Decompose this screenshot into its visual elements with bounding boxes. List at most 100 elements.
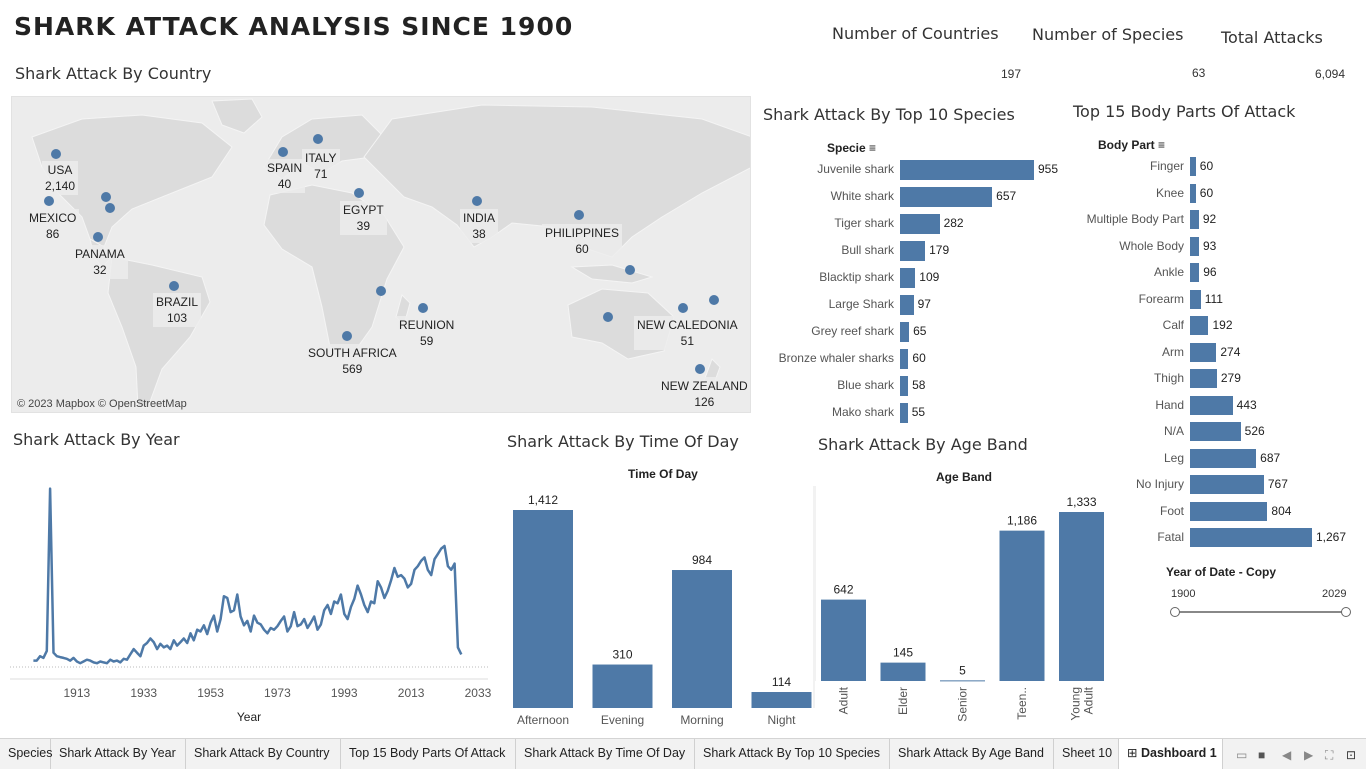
marker-south-africa (342, 331, 352, 341)
body-label: N/A (1163, 424, 1184, 438)
filmstrip-icon[interactable]: ▭ (1236, 748, 1248, 762)
age-bar[interactable] (940, 680, 985, 682)
body-bar[interactable] (1190, 475, 1264, 494)
map-label-value: 126 (694, 395, 715, 409)
tod-bar-chart[interactable]: 1,412 Afternoon 310 Evening 984 Morning 114 Nig… (500, 480, 815, 735)
age-bar[interactable] (821, 599, 866, 681)
body-bar[interactable] (1190, 342, 1217, 362)
body-header[interactable]: Body Part ≡ (1098, 138, 1166, 152)
next-sheet-icon[interactable]: ▶ (1304, 748, 1314, 762)
tod-bar[interactable] (751, 692, 812, 708)
map-label-value: 569 (342, 362, 363, 376)
species-bar[interactable] (900, 322, 910, 342)
map-label-name: SOUTH AFRICA (308, 346, 397, 360)
body-bar[interactable] (1190, 448, 1257, 468)
tab-sheet10[interactable]: Sheet 10 (1054, 739, 1119, 769)
age-value: 5 (959, 663, 966, 677)
body-bar[interactable] (1190, 183, 1196, 203)
age-bar[interactable] (880, 662, 926, 681)
body-bar[interactable] (1190, 210, 1199, 229)
tab-age-band[interactable]: Shark Attack By Age Band (890, 739, 1054, 769)
body-value: 192 (1212, 318, 1233, 332)
tod-category: Evening (601, 713, 644, 727)
present-icon[interactable]: ⊡ (1346, 748, 1357, 762)
body-bar[interactable] (1190, 157, 1196, 176)
tab-time-of-day[interactable]: Shark Attack By Time Of Day (516, 739, 695, 769)
sort-icon[interactable]: ≡ (869, 141, 877, 155)
body-bar[interactable] (1190, 422, 1241, 441)
species-bar[interactable] (900, 268, 916, 288)
grid-view-icon[interactable]: ■ (1258, 748, 1266, 762)
tod-bar[interactable] (592, 664, 653, 708)
marker-fiji (709, 295, 719, 305)
species-bar[interactable] (900, 376, 909, 396)
body-bar[interactable] (1190, 528, 1312, 547)
species-bar[interactable] (900, 295, 914, 315)
tab-by-country[interactable]: Shark Attack By Country (186, 739, 341, 769)
body-bar[interactable] (1190, 263, 1200, 282)
species-value: 109 (919, 270, 940, 284)
country-map[interactable]: USA 2,140 MEXICO 86 PANAMA 32 BRAZIL 103 SPAIN 40… (11, 96, 751, 413)
body-bar[interactable] (1190, 236, 1199, 256)
body-label: Forearm (1138, 291, 1184, 306)
map-label-new-zealand: NEW ZEALAND 126 (658, 377, 750, 411)
marker-philippines (574, 210, 584, 220)
species-label: Bronze whaler sharks (778, 351, 894, 365)
map-attribution[interactable]: © 2023 Mapbox © OpenStreetMap (17, 398, 187, 410)
year-slider-track[interactable] (1175, 611, 1347, 613)
age-bar-chart[interactable]: 642 Adult 145 Elder 5 Senior 1,186 Teen.. 1,333 Y… (815, 480, 1115, 738)
kpi-species-value: 63 (1192, 66, 1206, 80)
body-label: Finger (1149, 159, 1184, 173)
body-bar[interactable] (1190, 316, 1209, 335)
map-label-value: 60 (575, 242, 589, 256)
sort-icon[interactable]: ≡ (1158, 138, 1166, 152)
map-label-brazil: BRAZIL 103 (153, 293, 202, 327)
age-bar[interactable] (1059, 512, 1104, 681)
marker-spain (278, 147, 288, 157)
tab-top-species[interactable]: Shark Attack By Top 10 Species (695, 739, 890, 769)
species-bar[interactable] (900, 187, 993, 207)
map-label-italy: ITALY 71 (302, 149, 340, 183)
year-line-chart[interactable]: 1913 1933 1953 1973 1993 2013 2033 Year (0, 455, 495, 730)
map-label-name: MEXICO (29, 211, 77, 225)
body-value: 767 (1267, 477, 1288, 491)
marker-cuba (105, 203, 115, 213)
tod-bar[interactable] (672, 570, 732, 708)
marker-australia (603, 312, 613, 322)
age-bar[interactable] (999, 530, 1045, 681)
age-category-line: Adult (1082, 686, 1096, 714)
species-header[interactable]: Specie ≡ (827, 141, 877, 155)
fullscreen-icon[interactable]: ⛶ (1325, 748, 1334, 762)
tab-body-parts[interactable]: Top 15 Body Parts Of Attack (341, 739, 516, 769)
map-label-philippines: PHILIPPINES 60 (542, 224, 623, 258)
age-category: Teen.. (1015, 687, 1029, 720)
year-slider-max-handle[interactable] (1341, 607, 1351, 617)
species-bar[interactable] (900, 349, 909, 369)
tod-bar[interactable] (513, 510, 573, 708)
body-label: Thigh (1153, 371, 1184, 385)
body-bar[interactable] (1190, 289, 1201, 309)
filter-max: 2029 (1322, 588, 1347, 600)
species-bar[interactable] (900, 160, 1034, 180)
age-value: 642 (833, 583, 853, 597)
body-label: Multiple Body Part (1086, 212, 1184, 226)
tab-species[interactable]: Species (0, 739, 52, 769)
body-label: Whole Body (1119, 238, 1184, 253)
map-label-name: NEW ZEALAND (661, 379, 748, 393)
species-bar[interactable] (900, 403, 908, 423)
prev-sheet-icon[interactable]: ◀ (1282, 748, 1292, 762)
year-tick-label: 1953 (197, 686, 224, 700)
body-bar[interactable] (1190, 395, 1233, 415)
year-line[interactable] (33, 487, 463, 665)
map-label-south-africa: SOUTH AFRICA 569 (305, 344, 400, 378)
tab-by-year[interactable]: Shark Attack By Year (51, 739, 186, 769)
species-bar[interactable] (900, 214, 940, 234)
species-label: Juvenile shark (817, 162, 894, 176)
species-label: White shark (830, 189, 894, 203)
year-slider-min-handle[interactable] (1170, 607, 1180, 617)
body-bar[interactable] (1190, 369, 1217, 388)
species-bar[interactable] (900, 241, 926, 261)
tab-dashboard1[interactable]: ⊞ Dashboard 1 (1119, 739, 1223, 769)
body-bar[interactable] (1190, 501, 1268, 521)
species-label: Blacktip shark (819, 270, 894, 284)
